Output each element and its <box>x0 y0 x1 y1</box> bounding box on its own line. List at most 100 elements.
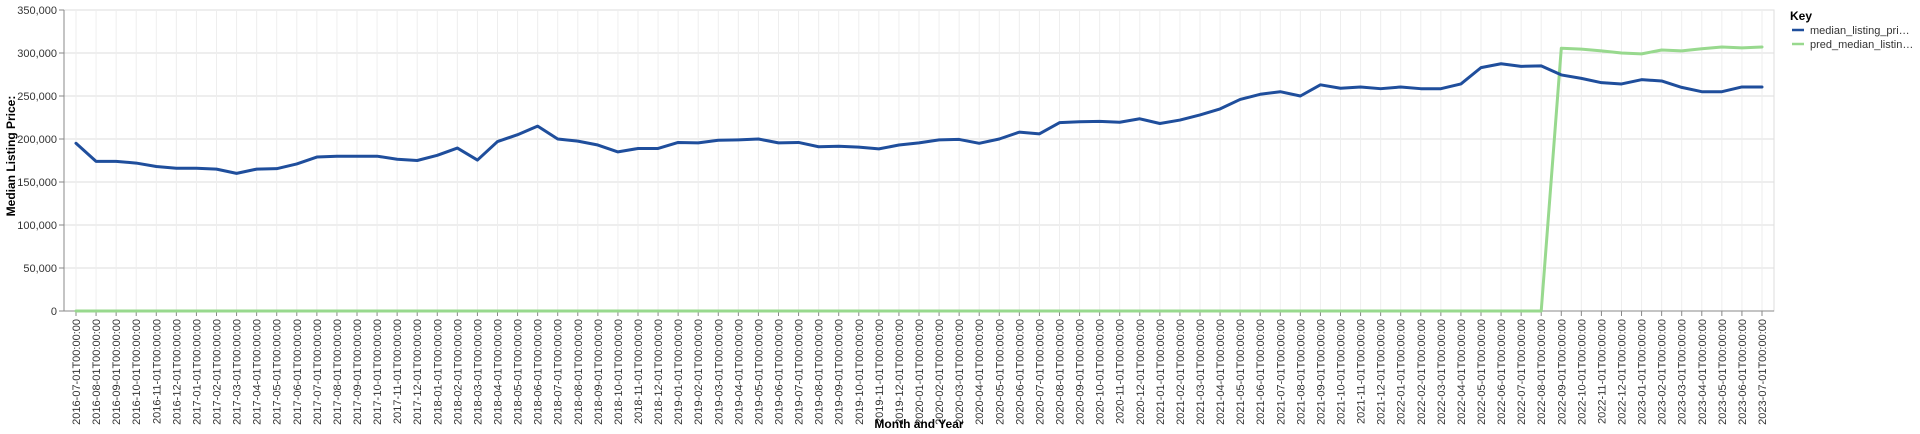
y-tick-label: 50,000 <box>23 263 57 275</box>
x-tick-label: 2019-08-01T00:00:00 <box>814 319 826 425</box>
x-tick-label: 2021-11-01T00:00:00 <box>1356 319 1368 424</box>
x-tick-label: 2017-12-01T00:00:00 <box>412 319 424 425</box>
x-tick-label: 2020-06-01T00:00:00 <box>1014 319 1026 425</box>
x-tick-label: 2016-10-01T00:00:00 <box>131 319 143 425</box>
x-tick-label: 2017-06-01T00:00:00 <box>292 319 304 425</box>
x-tick-label: 2019-06-01T00:00:00 <box>774 319 786 425</box>
x-axis: 2016-07-01T00:00:00 2016-08-01T00:00:00 20… <box>64 310 1774 425</box>
x-tick-label: 2019-03-01T00:00:00 <box>713 319 725 425</box>
x-tick-label: 2018-02-01T00:00:00 <box>452 319 464 425</box>
x-tick-label: 2020-05-01T00:00:00 <box>994 319 1006 425</box>
series-line-2 <box>74 45 1764 313</box>
grid-lines <box>63 9 1775 312</box>
x-tick-label: 2021-09-01T00:00:00 <box>1315 319 1327 425</box>
x-tick-label: 2017-09-01T00:00:00 <box>352 319 364 425</box>
x-tick-label: 2023-03-01T00:00:00 <box>1677 319 1689 425</box>
x-tick-label: 2021-08-01T00:00:00 <box>1295 319 1307 425</box>
y-tick-label: 150,000 <box>17 177 57 189</box>
series-layer <box>74 45 1764 313</box>
x-tick-label: 2020-12-01T00:00:00 <box>1135 319 1147 425</box>
x-tick-label: 2022-11-01T00:00:00 <box>1596 319 1608 424</box>
x-tick-label: 2016-11-01T00:00:00 <box>151 319 163 424</box>
x-tick-label: 2021-10-01T00:00:00 <box>1336 319 1348 425</box>
x-tick-label: 2018-11-01T00:00:00 <box>633 319 645 424</box>
x-tick-label: 2022-06-01T00:00:00 <box>1496 319 1508 425</box>
x-tick-label: 2022-05-01T00:00:00 <box>1476 319 1488 425</box>
x-tick-label: 2018-05-01T00:00:00 <box>513 319 525 425</box>
x-tick-label: 2023-07-01T00:00:00 <box>1757 319 1769 425</box>
x-tick-label: 2023-06-01T00:00:00 <box>1737 319 1749 425</box>
x-tick-label: 2018-07-01T00:00:00 <box>553 319 565 425</box>
x-tick-label: 2016-09-01T00:00:00 <box>111 319 123 425</box>
y-tick-label: 200,000 <box>17 134 57 146</box>
x-tick-label: 2022-04-01T00:00:00 <box>1456 319 1468 425</box>
x-tick-label: 2017-02-01T00:00:00 <box>212 319 224 425</box>
y-tick-label: 0 <box>51 306 57 318</box>
x-tick-label: 2016-12-01T00:00:00 <box>171 319 183 425</box>
x-tick-label: 2021-04-01T00:00:00 <box>1215 319 1227 425</box>
x-tick-label: 2020-11-01T00:00:00 <box>1115 319 1127 424</box>
x-tick-label: 2020-02-01T00:00:00 <box>934 319 946 425</box>
x-tick-label: 2017-07-01T00:00:00 <box>312 319 324 425</box>
x-tick-label: 2020-09-01T00:00:00 <box>1075 319 1087 425</box>
x-tick-label: 2018-04-01T00:00:00 <box>493 319 505 425</box>
x-tick-label: 2021-05-01T00:00:00 <box>1235 319 1247 425</box>
x-tick-label: 2018-08-01T00:00:00 <box>573 319 585 425</box>
x-tick-label: 2022-01-01T00:00:00 <box>1396 319 1408 425</box>
x-tick-label: 2019-01-01T00:00:00 <box>673 319 685 425</box>
x-tick-label: 2023-01-01T00:00:00 <box>1637 319 1649 425</box>
x-tick-label: 2023-05-01T00:00:00 <box>1717 319 1729 425</box>
y-tick-label: 300,000 <box>17 48 57 60</box>
x-tick-label: 2017-01-01T00:00:00 <box>191 319 203 425</box>
x-tick-label: 2021-06-01T00:00:00 <box>1255 319 1267 425</box>
legend-items: median_listing_pri… pred_median_listin… <box>1792 25 1913 51</box>
x-axis-title: Month and Year <box>874 417 963 431</box>
x-tick-label: 2017-03-01T00:00:00 <box>232 319 244 425</box>
x-tick-label: 2022-10-01T00:00:00 <box>1576 319 1588 425</box>
x-tick-label: 2016-08-01T00:00:00 <box>91 319 103 425</box>
x-tick-label: 2020-07-01T00:00:00 <box>1034 319 1046 425</box>
x-tick-label: 2018-03-01T00:00:00 <box>472 319 484 425</box>
x-tick-label: 2020-08-01T00:00:00 <box>1055 319 1067 425</box>
x-tick-label: 2020-01-01T00:00:00 <box>914 319 926 425</box>
x-tick-label: 2022-12-01T00:00:00 <box>1617 319 1629 425</box>
x-tick-label: 2022-02-01T00:00:00 <box>1416 319 1428 425</box>
x-tick-label: 2021-07-01T00:00:00 <box>1275 319 1287 425</box>
x-tick-label: 2017-10-01T00:00:00 <box>372 319 384 425</box>
x-tick-label: 2022-07-01T00:00:00 <box>1516 319 1528 425</box>
x-tick-label: 2016-07-01T00:00:00 <box>71 319 83 425</box>
x-tick-label: 2019-04-01T00:00:00 <box>733 319 745 425</box>
x-tick-label: 2019-07-01T00:00:00 <box>794 319 806 425</box>
x-tick-label: 2021-02-01T00:00:00 <box>1175 319 1187 425</box>
x-tick-label: 2020-10-01T00:00:00 <box>1095 319 1107 425</box>
x-tick-label: 2017-08-01T00:00:00 <box>332 319 344 425</box>
x-tick-label: 2018-12-01T00:00:00 <box>653 319 665 425</box>
x-tick-label: 2023-02-01T00:00:00 <box>1657 319 1669 425</box>
x-tick-label: 2021-01-01T00:00:00 <box>1155 319 1167 425</box>
x-tick-label: 2018-06-01T00:00:00 <box>533 319 545 425</box>
x-tick-label: 2017-04-01T00:00:00 <box>252 319 264 425</box>
x-tick-label: 2019-11-01T00:00:00 <box>874 319 886 424</box>
x-tick-label: 2019-02-01T00:00:00 <box>693 319 705 425</box>
legend-title: Key <box>1790 9 1812 23</box>
x-tick-label: 2022-08-01T00:00:00 <box>1536 319 1548 425</box>
legend: Key median_listing_pri… pred_median_listi… <box>1790 9 1913 51</box>
x-tick-label: 2018-10-01T00:00:00 <box>613 319 625 425</box>
y-tick-label: 250,000 <box>17 91 57 103</box>
x-tick-label: 2022-09-01T00:00:00 <box>1556 319 1568 425</box>
series-line-1 <box>74 62 1764 175</box>
x-tick-label: 2020-04-01T00:00:00 <box>974 319 986 425</box>
legend-label: pred_median_listin… <box>1810 39 1913 51</box>
x-tick-label: 2021-12-01T00:00:00 <box>1376 319 1388 425</box>
x-tick-label: 2018-01-01T00:00:00 <box>432 319 444 425</box>
x-tick-label: 2018-09-01T00:00:00 <box>593 319 605 425</box>
x-tick-label: 2019-10-01T00:00:00 <box>854 319 866 425</box>
x-tick-label: 2023-04-01T00:00:00 <box>1697 319 1709 425</box>
x-tick-label: 2017-11-01T00:00:00 <box>392 319 404 424</box>
x-tick-label: 2019-09-01T00:00:00 <box>834 319 846 425</box>
x-tick-label: 2019-05-01T00:00:00 <box>753 319 765 425</box>
legend-label: median_listing_pri… <box>1810 25 1910 37</box>
y-tick-label: 100,000 <box>17 220 57 232</box>
y-axis: 0 50,000 100,000 150,000 200,000 250,000 300,0… <box>17 5 65 318</box>
